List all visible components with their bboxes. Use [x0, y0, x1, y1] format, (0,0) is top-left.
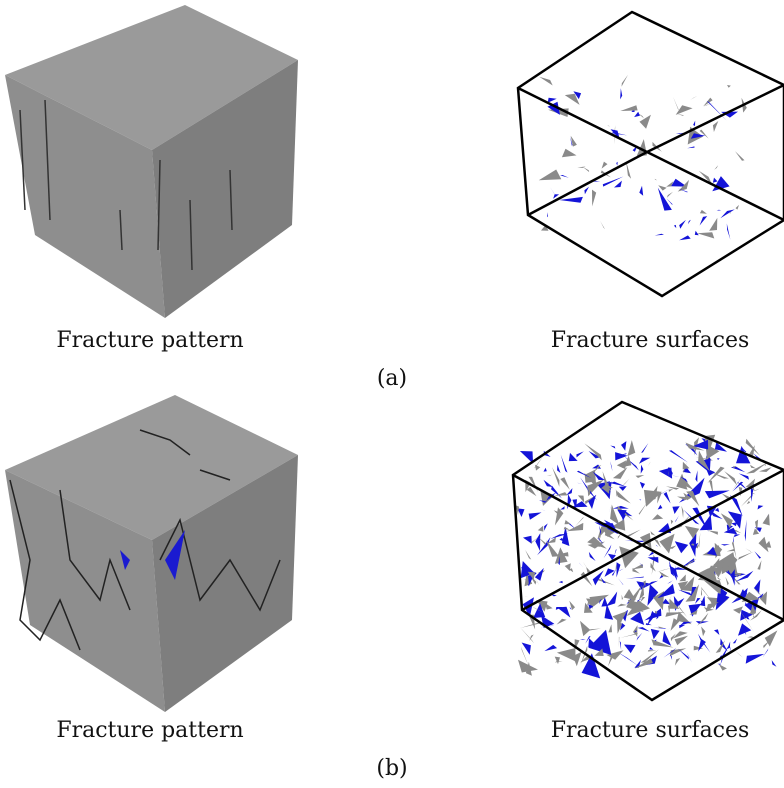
caption: Fracture pattern: [0, 328, 300, 353]
figure-art: [0, 0, 784, 788]
fragments: [539, 75, 747, 240]
fragments: [516, 435, 778, 679]
caption: Fracture surfaces: [500, 328, 784, 353]
fracture-pattern-image: [5, 5, 298, 318]
subfigure-label: (b): [242, 756, 542, 781]
subfigure-label: (a): [242, 366, 542, 391]
fracture-surfaces-image: [518, 12, 784, 296]
caption: Fracture surfaces: [500, 718, 784, 743]
figure: Fracture pattern Fracture surfaces (a) F…: [0, 0, 784, 788]
fracture-pattern-image: [5, 395, 298, 712]
caption: Fracture pattern: [0, 718, 300, 743]
